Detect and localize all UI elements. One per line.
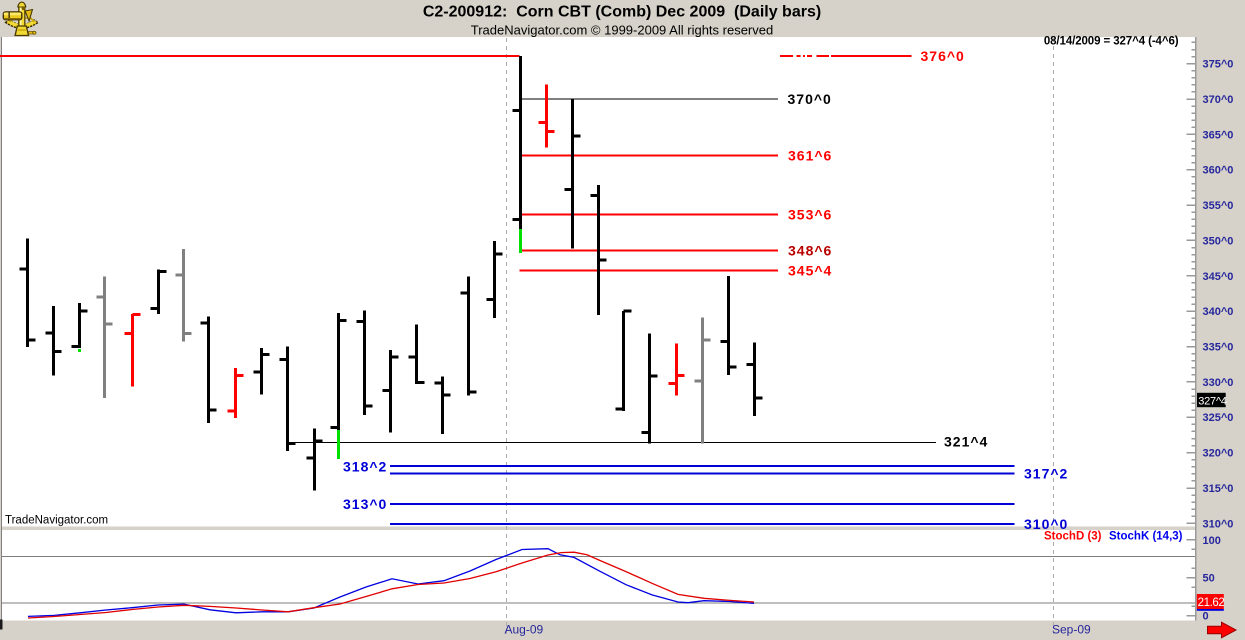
svg-text:370^0: 370^0 [788,91,832,107]
svg-text:340^0: 340^0 [1203,306,1234,318]
svg-text:353^6: 353^6 [788,206,832,222]
svg-text:375^0: 375^0 [1203,59,1234,71]
svg-text:310^0: 310^0 [1203,518,1234,530]
svg-text:TradeNavigator.com: TradeNavigator.com [5,515,108,527]
svg-text:330^0: 330^0 [1203,377,1234,389]
svg-text:376^0: 376^0 [921,48,965,64]
svg-text:313^0: 313^0 [343,496,387,512]
svg-text:318^2: 318^2 [343,459,387,475]
svg-text:Aug-09: Aug-09 [505,623,544,637]
svg-text:C2-200912: Corn CBT (Comb) De: C2-200912: Corn CBT (Comb) Dec 2009 (Dai… [423,4,821,21]
svg-text:100: 100 [1203,535,1221,547]
svg-text:TradeNavigator.com © 1999-2009: TradeNavigator.com © 1999-2009 All right… [471,23,773,38]
svg-text:50: 50 [1203,573,1215,585]
svg-text:321^4: 321^4 [944,433,988,449]
svg-text:355^0: 355^0 [1203,200,1234,212]
svg-text:327^4: 327^4 [1198,396,1227,408]
svg-text:370^0: 370^0 [1203,94,1234,106]
svg-text:361^6: 361^6 [788,148,832,164]
svg-text:21.62: 21.62 [1198,597,1225,609]
svg-text:348^6: 348^6 [788,243,832,259]
svg-text:315^0: 315^0 [1203,483,1234,495]
svg-text:08/14/2009 = 327^4 (-4^6): 08/14/2009 = 327^4 (-4^6) [1044,35,1179,47]
svg-text:317^2: 317^2 [1024,466,1068,482]
svg-text:320^0: 320^0 [1203,448,1234,460]
svg-text:0: 0 [1203,611,1209,623]
svg-text:360^0: 360^0 [1203,165,1234,177]
svg-text:365^0: 365^0 [1203,129,1234,141]
svg-text:Sep-09: Sep-09 [1052,623,1091,637]
svg-text:335^0: 335^0 [1203,342,1234,354]
svg-text:325^0: 325^0 [1203,412,1234,424]
svg-text:345^0: 345^0 [1203,271,1234,283]
svg-text:350^0: 350^0 [1203,235,1234,247]
svg-text:345^4: 345^4 [788,263,832,279]
svg-text:StochD (3): StochD (3) [1044,531,1102,543]
svg-text:310^0: 310^0 [1024,516,1068,532]
svg-text:StochK (14,3): StochK (14,3) [1109,531,1183,543]
